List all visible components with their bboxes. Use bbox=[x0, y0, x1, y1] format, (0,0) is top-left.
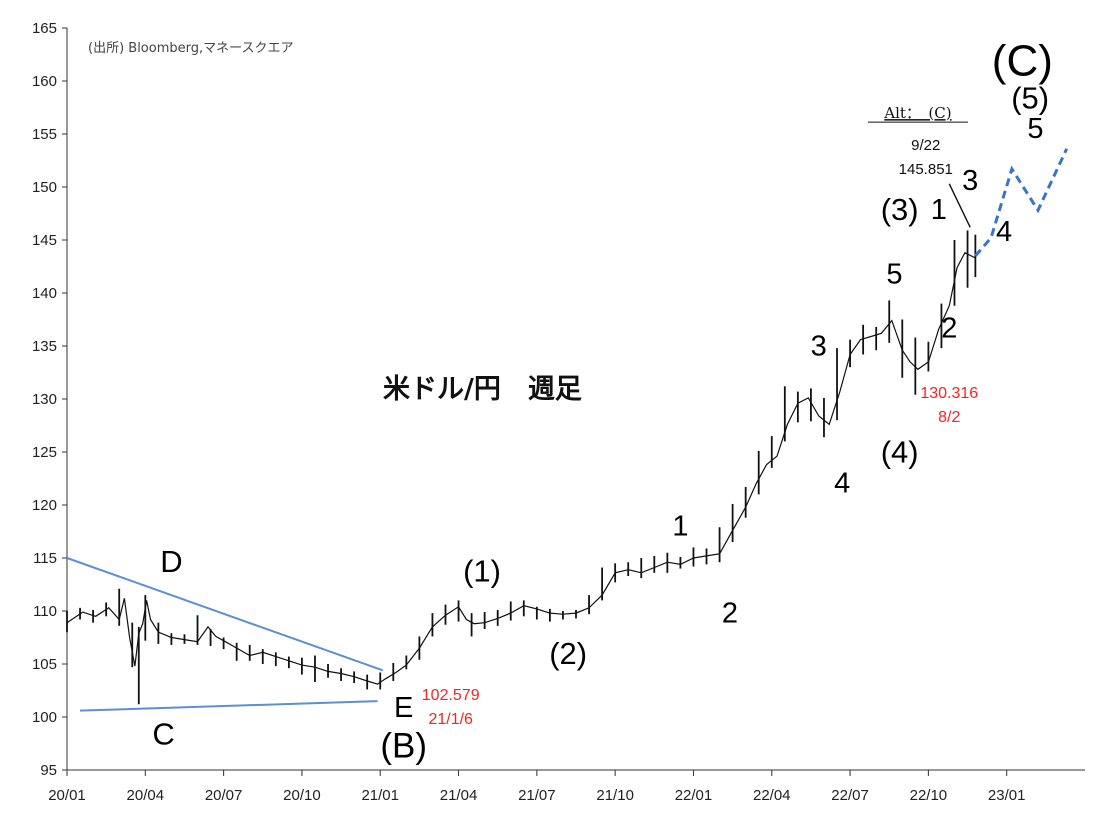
x-tick-label: 20/10 bbox=[283, 787, 321, 804]
wave-label: 3 bbox=[811, 331, 827, 363]
wave-label: (1) bbox=[463, 553, 501, 588]
alt-label: Alt： (C) bbox=[883, 104, 951, 122]
triangle-lines bbox=[66, 557, 384, 712]
x-tick-label: 22/01 bbox=[675, 787, 713, 804]
annotations: 102.579 21/1/6 130.316 8/2 9/22 145.851 Alt： (… bbox=[422, 104, 978, 728]
y-ticks: 95 100 105 110 115 120 125 130 135 140 145 150 155 16… bbox=[32, 20, 67, 779]
wave-label: (5) bbox=[1011, 81, 1049, 116]
triangle-line bbox=[66, 557, 384, 672]
price-annotation: 130.316 bbox=[920, 385, 978, 402]
x-ticks: 20/01 20/04 20/07 20/10 21/01 21/04 21/07 21/10… bbox=[48, 770, 1025, 804]
x-tick-label: 21/04 bbox=[440, 787, 478, 804]
wave-label: C bbox=[152, 717, 174, 752]
close-line bbox=[66, 251, 976, 685]
source-note: (出所) Bloomberg,マネースクエア bbox=[88, 41, 293, 56]
y-tick-label: 100 bbox=[32, 709, 57, 726]
y-tick-label: 155 bbox=[32, 126, 57, 143]
y-tick-label: 110 bbox=[33, 603, 57, 620]
y-tick-label: 125 bbox=[32, 444, 57, 461]
price-annotation: 102.579 bbox=[422, 687, 480, 704]
wave-label: (C) bbox=[992, 37, 1053, 86]
x-tick-label: 21/07 bbox=[518, 787, 556, 804]
x-tick-label: 21/10 bbox=[596, 787, 634, 804]
y-tick-label: 140 bbox=[32, 285, 57, 302]
peak-annotation: 145.851 bbox=[899, 161, 953, 178]
x-tick-label: 20/07 bbox=[205, 787, 243, 804]
wave-label: 1 bbox=[672, 511, 688, 543]
y-tick-label: 95 bbox=[40, 762, 57, 779]
wave-label: (4) bbox=[881, 435, 919, 470]
y-tick-label: 135 bbox=[32, 338, 57, 355]
wave-label: 2 bbox=[722, 598, 738, 630]
price-close-line bbox=[66, 251, 976, 685]
y-tick-label: 145 bbox=[32, 232, 57, 249]
chart-title: 米ドル/円 週足 bbox=[383, 374, 582, 405]
y-tick-label: 150 bbox=[32, 179, 57, 196]
y-tick-label: 115 bbox=[33, 550, 57, 567]
triangle-line bbox=[80, 700, 378, 712]
price-annotation: 21/1/6 bbox=[428, 711, 473, 728]
y-tick-label: 160 bbox=[32, 73, 57, 90]
x-tick-label: 22/04 bbox=[753, 787, 791, 804]
wave-label: (2) bbox=[549, 636, 587, 671]
wave-label: D bbox=[160, 544, 182, 579]
x-tick-label: 22/07 bbox=[831, 787, 869, 804]
wave-label: 5 bbox=[1027, 113, 1043, 145]
wave-one-pointer bbox=[948, 183, 971, 228]
wave-label: 4 bbox=[996, 216, 1012, 248]
wave-label: 5 bbox=[886, 258, 902, 290]
x-tick-label: 20/04 bbox=[127, 787, 165, 804]
y-tick-label: 165 bbox=[32, 20, 57, 37]
wave-label: 4 bbox=[834, 467, 850, 499]
wave-label: (3) bbox=[881, 192, 919, 227]
x-tick-label: 22/10 bbox=[910, 787, 948, 804]
y-tick-label: 130 bbox=[32, 391, 57, 408]
x-tick-label: 20/01 bbox=[48, 787, 86, 804]
weekly-bars bbox=[66, 183, 977, 705]
price-annotation: 8/2 bbox=[938, 409, 960, 426]
wave-label: (B) bbox=[380, 726, 427, 765]
projection-path bbox=[974, 148, 1069, 257]
x-tick-label: 21/01 bbox=[361, 787, 399, 804]
wave-label: E bbox=[394, 692, 413, 724]
y-tick-label: 105 bbox=[32, 656, 57, 673]
wave-label: 2 bbox=[941, 313, 957, 345]
x-tick-label: 23/01 bbox=[988, 787, 1026, 804]
wave-label: 3 bbox=[962, 165, 978, 197]
peak-annotation: 9/22 bbox=[911, 137, 940, 154]
wave-label: 1 bbox=[931, 194, 947, 226]
projection-line bbox=[974, 148, 1069, 257]
y-tick-label: 120 bbox=[32, 497, 57, 514]
